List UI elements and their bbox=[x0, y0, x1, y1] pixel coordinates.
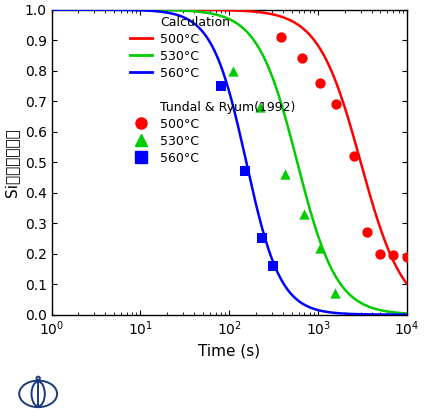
Point bbox=[350, 153, 357, 159]
X-axis label: Time (s): Time (s) bbox=[198, 344, 260, 359]
Point bbox=[278, 34, 285, 40]
Point bbox=[333, 101, 340, 108]
Point bbox=[242, 168, 248, 175]
Point bbox=[404, 254, 410, 260]
Legend: Calculation, 500°C, 530°C, 560°C, , Tundal & Ryum(1992), 500°C, 530°C, 560°C: Calculation, 500°C, 530°C, 560°C, , Tund… bbox=[130, 16, 295, 165]
Point bbox=[332, 290, 339, 296]
Point bbox=[270, 262, 276, 269]
Point bbox=[298, 55, 305, 62]
Point bbox=[363, 229, 370, 236]
Point bbox=[377, 250, 384, 257]
Point bbox=[282, 171, 288, 178]
Point bbox=[317, 244, 324, 251]
Point bbox=[230, 67, 237, 74]
Point bbox=[390, 252, 397, 259]
Point bbox=[258, 235, 265, 242]
Point bbox=[257, 104, 263, 111]
Point bbox=[317, 80, 324, 86]
Point bbox=[218, 83, 224, 89]
Point bbox=[301, 211, 308, 217]
Y-axis label: Si粒子の体積率: Si粒子の体積率 bbox=[4, 128, 19, 196]
